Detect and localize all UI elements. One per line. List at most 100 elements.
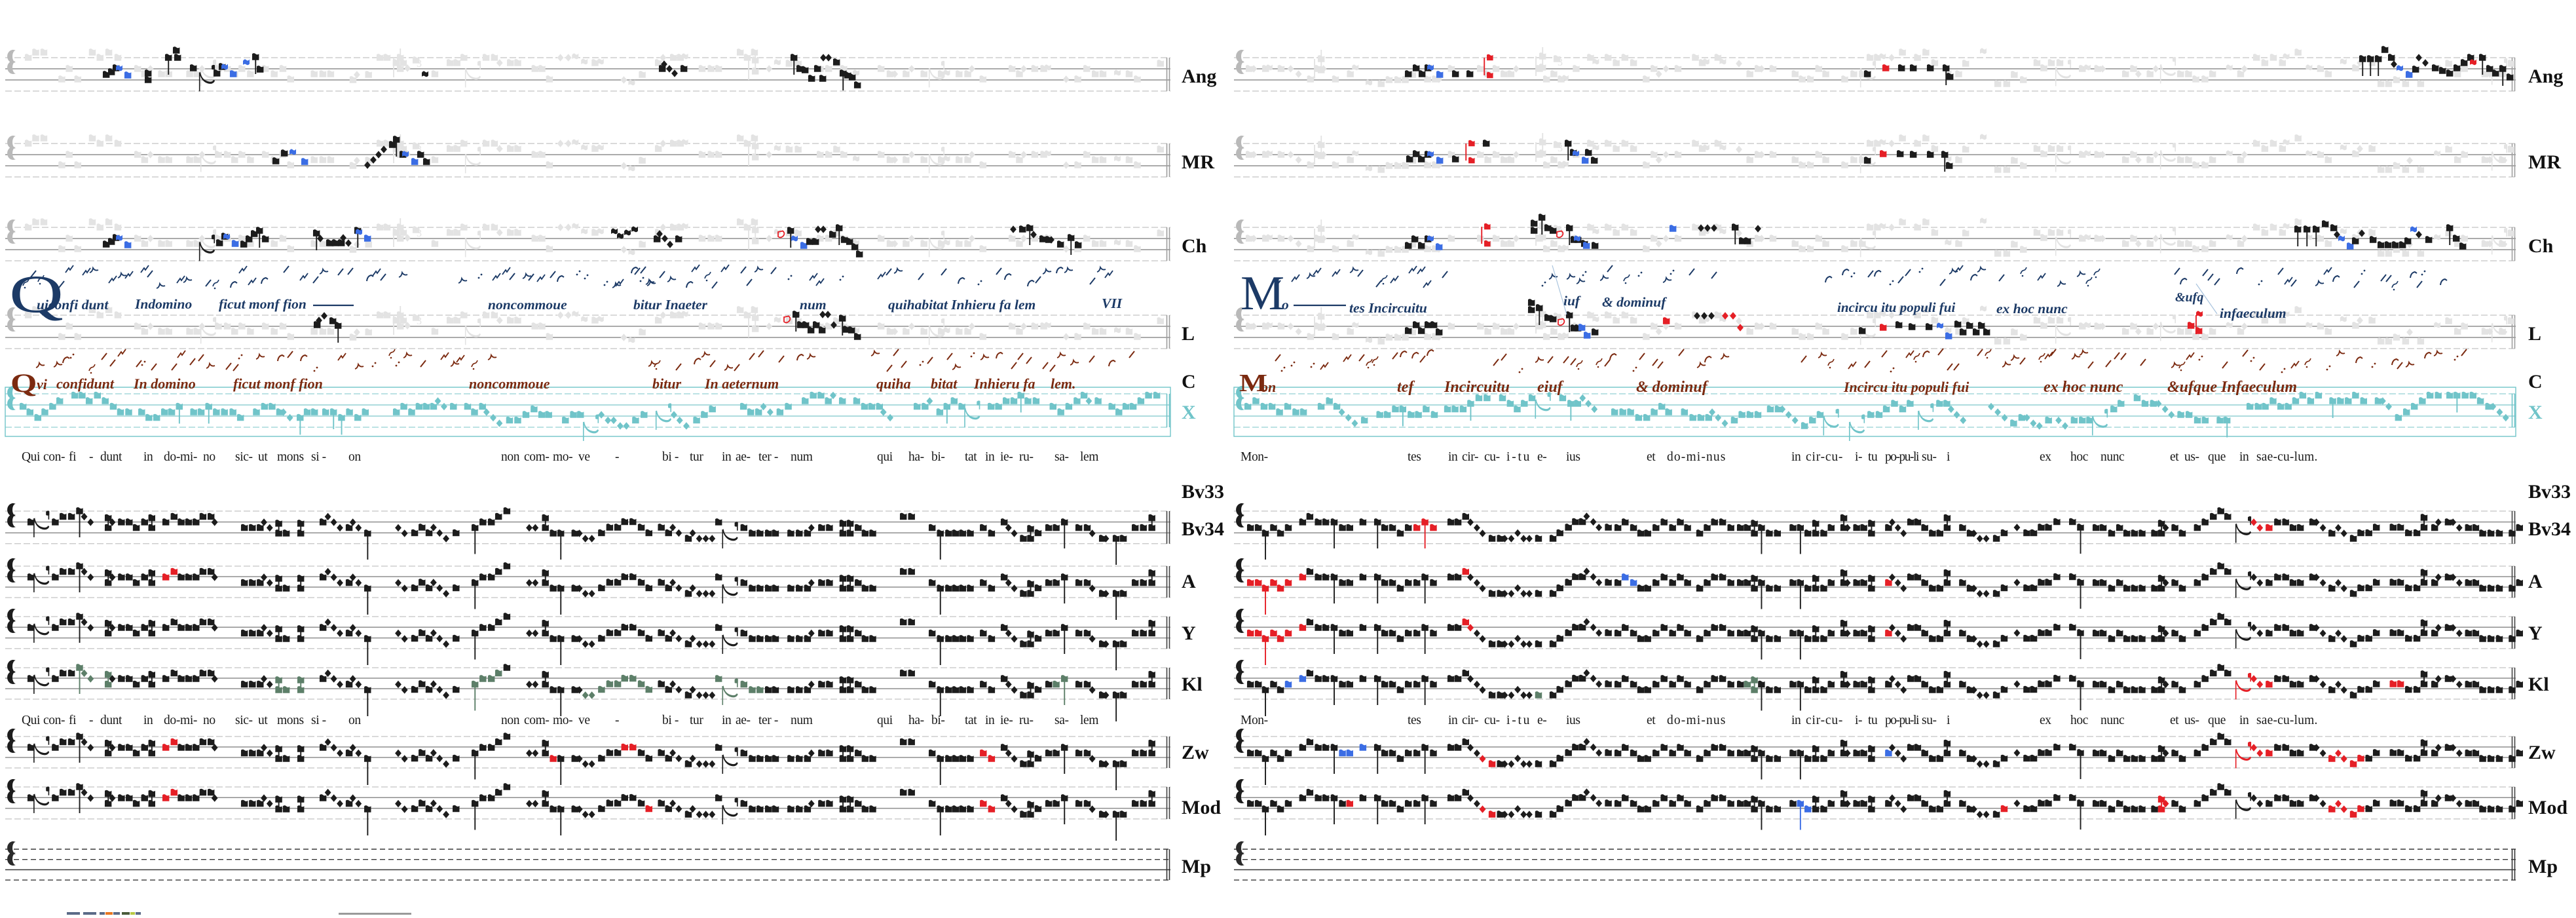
svg-text:qui: qui bbox=[877, 450, 893, 464]
svg-text:Zw: Zw bbox=[2528, 742, 2556, 763]
svg-text:tes: tes bbox=[1408, 714, 1421, 727]
svg-text:tur: tur bbox=[690, 450, 703, 464]
svg-text:X: X bbox=[2528, 402, 2543, 423]
svg-text:in: in bbox=[1791, 450, 1801, 464]
svg-text:Y: Y bbox=[2528, 622, 2543, 644]
svg-text:ae-: ae- bbox=[736, 714, 751, 727]
svg-text:su-: su- bbox=[1922, 714, 1937, 727]
svg-text:vi: vi bbox=[37, 376, 48, 392]
svg-text:eiuf: eiuf bbox=[1537, 379, 1564, 396]
svg-text:ex hoc nunc: ex hoc nunc bbox=[2044, 379, 2123, 396]
svg-text:hoc: hoc bbox=[2070, 714, 2089, 727]
svg-text:ter -: ter - bbox=[758, 714, 778, 727]
svg-text:ie-: ie- bbox=[1000, 714, 1013, 727]
svg-text:ut: ut bbox=[258, 450, 268, 464]
svg-text:&ufque Infaeculum: &ufque Infaeculum bbox=[2167, 379, 2297, 396]
svg-text:C: C bbox=[2528, 371, 2543, 392]
svg-text:et: et bbox=[2170, 714, 2179, 727]
svg-text:noncommoue: noncommoue bbox=[488, 297, 567, 313]
svg-text:Mod: Mod bbox=[1182, 797, 1221, 818]
svg-text:in: in bbox=[985, 714, 995, 727]
svg-text:incircu itu populi fui: incircu itu populi fui bbox=[1837, 299, 1955, 315]
svg-text:e-: e- bbox=[1537, 714, 1546, 727]
svg-text:mons: mons bbox=[277, 714, 304, 727]
svg-text:ut: ut bbox=[258, 714, 268, 727]
svg-text:lem.: lem. bbox=[1051, 375, 1076, 392]
svg-text:-: - bbox=[89, 450, 93, 464]
svg-text:e-: e- bbox=[1537, 450, 1546, 464]
svg-text:3: 3 bbox=[1558, 227, 1563, 238]
svg-text:3: 3 bbox=[417, 316, 422, 327]
svg-text:noncommoue: noncommoue bbox=[469, 375, 550, 392]
svg-text:in: in bbox=[1448, 714, 1458, 727]
svg-text:In domino: In domino bbox=[133, 375, 196, 392]
svg-text:Q: Q bbox=[10, 370, 37, 398]
svg-text:su-: su- bbox=[1922, 450, 1937, 464]
svg-text:i-tu: i-tu bbox=[1506, 450, 1530, 464]
svg-text:ru-: ru- bbox=[1019, 714, 1034, 727]
svg-text:ve: ve bbox=[578, 450, 590, 464]
svg-text:ficut monf fion: ficut monf fion bbox=[233, 375, 323, 392]
svg-text:bi -: bi - bbox=[662, 714, 679, 727]
svg-text:dunt: dunt bbox=[100, 450, 122, 464]
svg-text:iuf: iuf bbox=[1563, 293, 1581, 309]
svg-text:Ang: Ang bbox=[2528, 66, 2563, 87]
svg-text:-: - bbox=[89, 714, 93, 727]
svg-text:Kl: Kl bbox=[1182, 674, 1203, 695]
svg-text:3: 3 bbox=[417, 228, 422, 239]
svg-text:-: - bbox=[615, 714, 619, 727]
svg-text:sae-cu-lum.: sae-cu-lum. bbox=[2256, 450, 2317, 464]
svg-text:fi: fi bbox=[69, 714, 77, 727]
svg-text:Kl: Kl bbox=[2528, 674, 2549, 695]
svg-text:cir-cu-: cir-cu- bbox=[1806, 450, 1842, 464]
svg-text:Ang: Ang bbox=[1182, 66, 1216, 87]
svg-text:et: et bbox=[2170, 450, 2179, 464]
svg-text:que: que bbox=[2208, 450, 2226, 464]
svg-text:do-mi-: do-mi- bbox=[164, 450, 197, 464]
svg-text:fi: fi bbox=[69, 450, 77, 464]
svg-text:hoc: hoc bbox=[2070, 450, 2089, 464]
svg-text:cu-: cu- bbox=[1484, 714, 1500, 727]
svg-text:mo-: mo- bbox=[553, 450, 572, 464]
svg-text:Bv34: Bv34 bbox=[1182, 518, 1224, 540]
svg-text:Mp: Mp bbox=[2528, 856, 2558, 877]
svg-text:dunt: dunt bbox=[100, 714, 122, 727]
svg-text:quihabitat Inhieru fa lem: quihabitat Inhieru fa lem bbox=[888, 297, 1036, 313]
svg-text:Bv33: Bv33 bbox=[1182, 481, 1224, 503]
svg-text:& dominuf: & dominuf bbox=[1636, 379, 1709, 396]
svg-text:num: num bbox=[791, 714, 813, 727]
svg-text:num: num bbox=[791, 450, 813, 464]
svg-text:ex: ex bbox=[2040, 714, 2051, 727]
svg-text:in: in bbox=[143, 714, 153, 727]
svg-text:Mon-: Mon- bbox=[1241, 450, 1268, 464]
svg-text:com-: com- bbox=[524, 714, 549, 727]
svg-text:Bv34: Bv34 bbox=[2528, 518, 2571, 540]
svg-text:cu-: cu- bbox=[1484, 450, 1500, 464]
svg-text:tu: tu bbox=[1868, 714, 1878, 727]
svg-text:bitat: bitat bbox=[931, 375, 958, 392]
svg-text:o: o bbox=[1282, 297, 1289, 313]
svg-text:sae-cu-lum.: sae-cu-lum. bbox=[2256, 714, 2317, 727]
svg-text:nunc: nunc bbox=[2100, 450, 2125, 464]
svg-text:in: in bbox=[1448, 450, 1458, 464]
svg-text:ha-: ha- bbox=[908, 714, 924, 727]
svg-text:ie-: ie- bbox=[1000, 450, 1013, 464]
svg-text:Zw: Zw bbox=[1182, 742, 1209, 763]
svg-text:bi -: bi - bbox=[662, 450, 679, 464]
svg-text:nunc: nunc bbox=[2100, 714, 2125, 727]
svg-text:on: on bbox=[1261, 379, 1276, 395]
svg-text:do-mi-: do-mi- bbox=[164, 714, 197, 727]
svg-text:i: i bbox=[1947, 450, 1951, 464]
svg-text:Mon-: Mon- bbox=[1241, 714, 1268, 727]
svg-text:in: in bbox=[722, 450, 732, 464]
svg-text:non: non bbox=[501, 450, 520, 464]
svg-text:ve: ve bbox=[578, 714, 590, 727]
svg-text:3: 3 bbox=[1558, 315, 1563, 326]
svg-text:i-: i- bbox=[1855, 714, 1862, 727]
svg-text:si -: si - bbox=[311, 450, 326, 464]
svg-text:VII: VII bbox=[1102, 296, 1123, 311]
svg-text:tur: tur bbox=[690, 714, 703, 727]
svg-text:ha-: ha- bbox=[908, 450, 924, 464]
svg-text:Ch: Ch bbox=[2528, 235, 2554, 257]
svg-text:tat: tat bbox=[965, 714, 977, 727]
